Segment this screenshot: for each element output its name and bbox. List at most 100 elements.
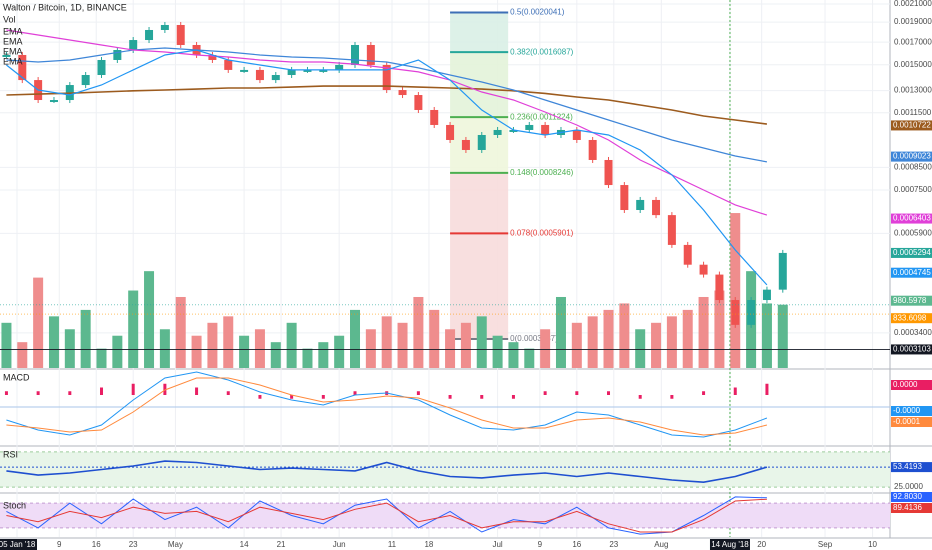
volume-bar — [651, 322, 662, 368]
macd-histogram — [353, 391, 357, 395]
pane-title: RSI — [3, 449, 18, 459]
legend-entry: EMA — [3, 26, 23, 36]
volume-bar — [761, 303, 772, 368]
price-badge-label: 0.0000 — [893, 380, 918, 389]
volume-bar — [223, 316, 234, 368]
candle — [446, 124, 455, 140]
y-tick-label: 0.0015000 — [894, 60, 932, 69]
fib-label: 0.078(0.0005901) — [510, 228, 574, 237]
macd-histogram — [416, 391, 420, 395]
volume-bar — [191, 335, 202, 368]
macd-histogram — [163, 383, 167, 395]
candle — [604, 159, 613, 186]
volume-bar — [159, 329, 170, 368]
rsi-band — [0, 451, 890, 488]
price-badge-label: 0.0005294 — [893, 248, 931, 257]
y-tick-label: 0.0013000 — [894, 86, 932, 95]
candle — [129, 40, 138, 51]
y-tick-label: 0.0003400 — [894, 328, 932, 337]
fib-label: 0.382(0.0016087) — [510, 47, 574, 56]
macd-histogram — [100, 387, 104, 395]
volume-bar — [429, 309, 440, 368]
candle — [699, 264, 708, 275]
volume-bar — [730, 213, 741, 368]
stoch-line — [6, 496, 767, 535]
candle — [493, 129, 502, 135]
stoch-line — [6, 498, 767, 533]
x-tick-label: 14 — [240, 540, 249, 549]
volume-bar — [80, 309, 91, 368]
x-tick-label: 21 — [277, 540, 286, 549]
volume-bar — [239, 335, 250, 368]
volume-bar — [587, 316, 598, 368]
macd-histogram — [131, 383, 135, 395]
rsi-line — [6, 460, 768, 484]
candle — [683, 244, 692, 265]
macd-histogram — [448, 395, 452, 399]
volume-bar — [445, 329, 456, 368]
candle — [176, 24, 185, 45]
price-badge — [891, 247, 932, 258]
legend-entry: EMA — [3, 56, 23, 66]
x-tick-label: 11 — [388, 540, 397, 549]
candle — [477, 134, 486, 150]
candle — [620, 185, 629, 211]
x-tick-highlight — [0, 539, 38, 550]
volume-bar — [508, 342, 519, 368]
x-tick-label: May — [168, 540, 183, 549]
volume-bar — [318, 342, 329, 368]
volume-bar — [365, 329, 376, 368]
x-tick-label: Jun — [333, 540, 346, 549]
candle — [113, 50, 122, 60]
candle — [18, 54, 27, 81]
volume-bar — [555, 296, 566, 368]
volume-bar — [1, 322, 12, 368]
price-badge — [891, 151, 932, 162]
x-tick-highlight — [709, 539, 750, 550]
price-badge-label: -0.0001 — [893, 417, 921, 426]
ema-line — [6, 85, 768, 125]
y-tick-label: 0.0011500 — [894, 108, 932, 117]
ema-line — [6, 49, 768, 286]
volume-bar — [682, 309, 693, 368]
volume-bar — [207, 322, 218, 368]
fib-zone — [450, 172, 509, 234]
volume-bar — [698, 296, 709, 368]
candle — [461, 139, 470, 150]
macd-line — [6, 377, 768, 436]
candle — [636, 199, 645, 211]
price-badge-label: 833.6098 — [893, 313, 927, 322]
price-badge-label: 92.8030 — [893, 492, 922, 501]
volume-bar — [144, 271, 155, 368]
macd-histogram — [702, 391, 706, 395]
volume-bar — [302, 348, 313, 368]
candle — [525, 124, 534, 130]
volume-bar — [571, 322, 582, 368]
candle — [778, 252, 787, 290]
x-tick-label: Aug — [654, 540, 668, 549]
candle — [97, 59, 106, 76]
volume-bar — [603, 309, 614, 368]
candle — [224, 59, 233, 70]
fib-zone — [450, 12, 509, 53]
price-badge — [891, 380, 932, 390]
macd-histogram — [765, 383, 769, 395]
y-tick-label: 0.0017000 — [894, 37, 932, 46]
price-badge — [891, 406, 932, 416]
macd-histogram — [195, 387, 199, 395]
y-tick-label: 0.0021000 — [894, 0, 932, 8]
candle — [287, 69, 296, 76]
x-tick-label: 10 — [868, 540, 877, 549]
stoch-band — [0, 503, 890, 528]
candle — [382, 64, 391, 91]
volume-bar — [286, 322, 297, 368]
price-badge-label: 0.0004745 — [893, 268, 931, 277]
volume-bar — [112, 335, 123, 368]
x-tick-label: 18 — [424, 540, 433, 549]
y-tick-label: 0.0008500 — [894, 163, 932, 172]
macd-histogram — [4, 391, 8, 395]
candle — [319, 69, 328, 72]
fib-label: 0(0.0003287) — [510, 334, 558, 343]
macd-histogram — [607, 391, 611, 395]
